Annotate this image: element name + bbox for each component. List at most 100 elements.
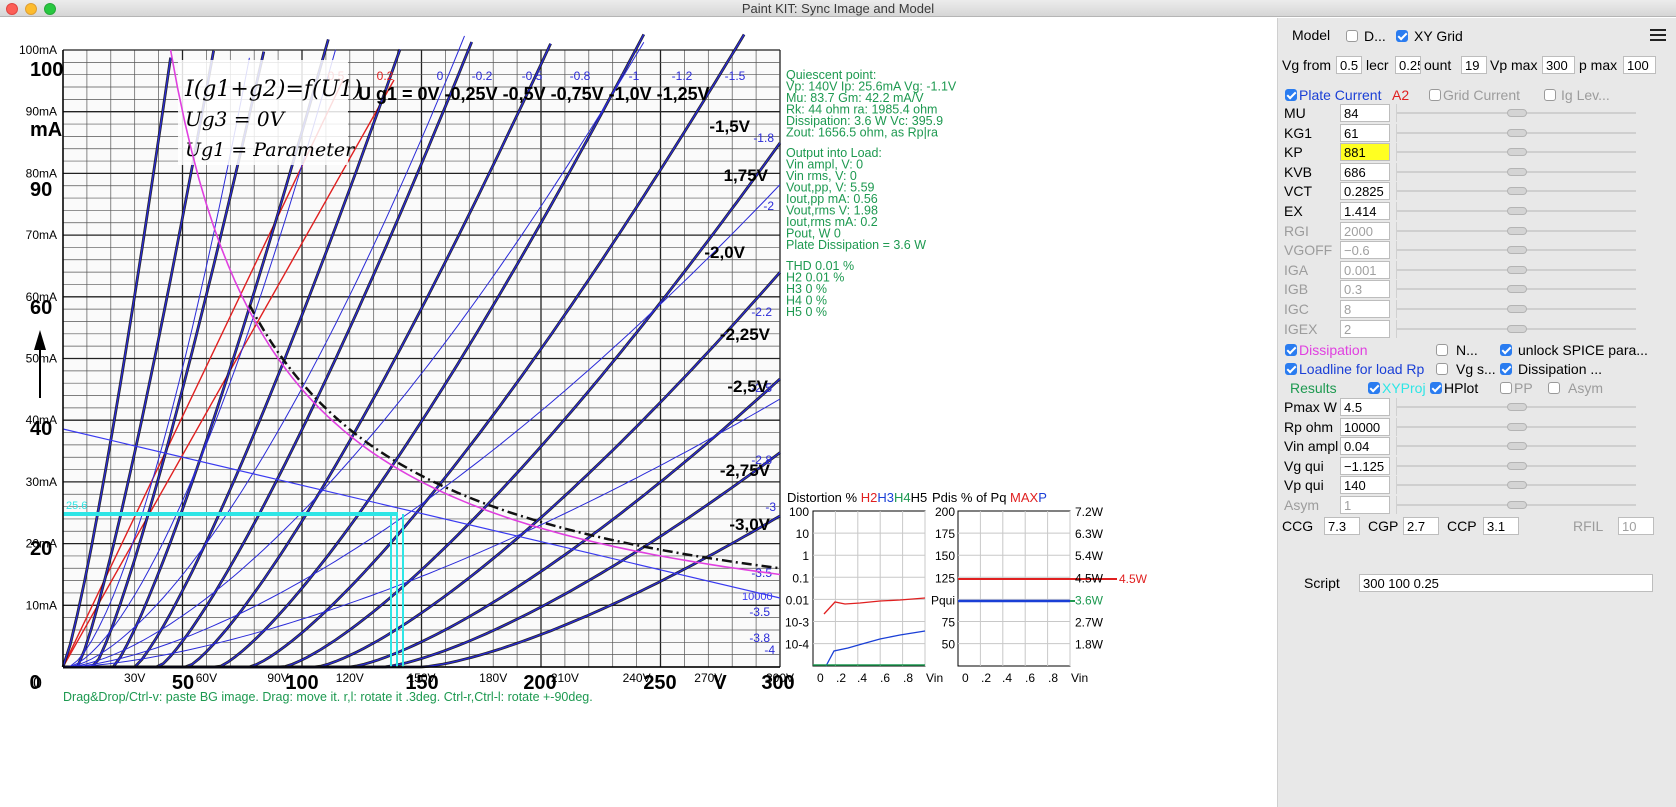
dissipation-checkbox[interactable] [1285,344,1297,356]
param-slider[interactable] [1396,260,1636,279]
scan-y-label: 40 [30,418,52,440]
slider-knob[interactable] [1507,481,1527,490]
quiescent-line: Quiescent point: [786,68,876,82]
slider-knob[interactable] [1507,187,1527,196]
right-vg-label: -3 [765,500,776,514]
slider-knob[interactable] [1507,226,1527,235]
n-checkbox[interactable] [1436,344,1448,356]
model-label: Model [1292,27,1331,43]
cgp-input[interactable]: 2.7 [1403,517,1439,535]
xygrid-label: XY Grid [1414,28,1463,44]
grid-current-checkbox[interactable] [1429,89,1441,101]
param-slider[interactable] [1396,202,1636,220]
ccg-input[interactable]: 7.3 [1324,517,1360,535]
plot-area[interactable]: 10mA 20mA 30mA 40mA 50mA 60mA 70mA 80mA 90mA 100m… [0,18,1277,807]
slider-knob[interactable] [1507,109,1527,117]
param-input[interactable]: 2000 [1340,221,1390,240]
xygrid-checkbox[interactable] [1396,30,1408,42]
load-line[interactable] [62,428,781,599]
output-line: Vout,rms V: 1.98 [786,204,878,218]
asym-checkbox[interactable] [1548,382,1560,394]
param-input[interactable]: 2 [1340,319,1390,338]
scan-y-label: 20 [30,538,52,560]
param-input[interactable]: 0.2825 [1340,182,1390,201]
param-slider[interactable] [1396,182,1636,201]
ig-lev-checkbox[interactable] [1544,89,1556,101]
slider-knob[interactable] [1507,461,1527,470]
zoom-window-button[interactable] [44,3,56,15]
slider-knob[interactable] [1507,442,1527,451]
param-input[interactable]: 10000 [1340,417,1390,436]
characteristic-plot[interactable]: 10mA20mA30mA40mA50mA60mA70mA80mA90mA100m… [0,18,1277,807]
param-slider[interactable] [1396,319,1636,338]
menu-icon[interactable] [1650,29,1666,43]
param-input[interactable]: 61 [1340,123,1390,142]
rfil-input[interactable]: 10 [1618,517,1654,535]
param-slider[interactable] [1396,143,1636,162]
dissipation2-checkbox[interactable] [1500,363,1512,375]
param-slider[interactable] [1396,398,1636,416]
slider-knob[interactable] [1507,128,1527,137]
param-input[interactable]: 0.3 [1340,280,1390,299]
param-slider[interactable] [1396,417,1636,436]
close-window-button[interactable] [6,3,18,15]
param-input[interactable]: 1 [1340,496,1390,514]
param-input[interactable]: 140 [1340,476,1390,495]
scan-vg-label: -1,5V [709,117,750,136]
slider-knob[interactable] [1507,403,1527,411]
param-input[interactable]: −0.6 [1340,241,1390,260]
count-input[interactable]: 19 [1461,56,1487,74]
param-input[interactable]: 84 [1340,104,1390,122]
minimize-window-button[interactable] [25,3,37,15]
param-input[interactable]: 0.04 [1340,437,1390,456]
param-slider[interactable] [1396,104,1636,122]
slider-knob[interactable] [1507,148,1527,157]
param-input[interactable]: 0.001 [1340,260,1390,279]
loadline-checkbox[interactable] [1285,363,1297,375]
param-slider[interactable] [1396,221,1636,240]
param-slider[interactable] [1396,241,1636,260]
decr-input[interactable]: 0.25 [1395,56,1421,74]
param-label: Vg qui [1284,457,1324,474]
plate-current-checkbox[interactable] [1285,89,1297,101]
param-slider[interactable] [1396,300,1636,318]
dissipation-curve[interactable] [169,49,781,576]
param-slider[interactable] [1396,456,1636,475]
slider-knob[interactable] [1507,305,1527,313]
slider-knob[interactable] [1507,207,1527,215]
p-max-input[interactable]: 100 [1623,56,1656,74]
slider-knob[interactable] [1507,285,1527,294]
param-slider[interactable] [1396,437,1636,456]
param-label: EX [1284,203,1303,219]
plate-current-label: Plate Current [1299,87,1382,103]
slider-knob[interactable] [1507,265,1527,274]
param-slider[interactable] [1396,123,1636,142]
pp-checkbox[interactable] [1500,382,1512,394]
param-input[interactable]: 4.5 [1340,398,1390,416]
d-checkbox[interactable] [1346,30,1358,42]
param-input[interactable]: 686 [1340,162,1390,181]
slider-knob[interactable] [1507,246,1527,255]
vg-s-checkbox[interactable] [1436,363,1448,375]
vg-from-input[interactable]: 0.5 [1336,56,1362,74]
param-input[interactable]: 1.414 [1340,202,1390,220]
hplot-checkbox[interactable] [1430,382,1442,394]
ccp-input[interactable]: 3.1 [1483,517,1519,535]
slider-knob[interactable] [1507,501,1527,509]
xyproj-checkbox[interactable] [1368,382,1380,394]
slider-knob[interactable] [1507,167,1527,176]
param-slider[interactable] [1396,476,1636,495]
param-slider[interactable] [1396,162,1636,181]
param-slider[interactable] [1396,280,1636,299]
param-slider[interactable] [1396,496,1636,514]
slider-knob[interactable] [1507,422,1527,431]
y-tick-label: 20mA [26,537,57,551]
unlock-spice-checkbox[interactable] [1500,344,1512,356]
axis-labels: 10mA20mA30mA40mA50mA60mA70mA80mA90mA100m… [19,43,795,694]
param-input[interactable]: −1.125 [1340,456,1390,475]
vp-max-input[interactable]: 300 [1542,56,1575,74]
slider-knob[interactable] [1507,324,1527,333]
param-input[interactable]: 881 [1340,143,1390,162]
param-input[interactable]: 8 [1340,300,1390,318]
script-input[interactable]: 300 100 0.25 [1359,574,1653,592]
